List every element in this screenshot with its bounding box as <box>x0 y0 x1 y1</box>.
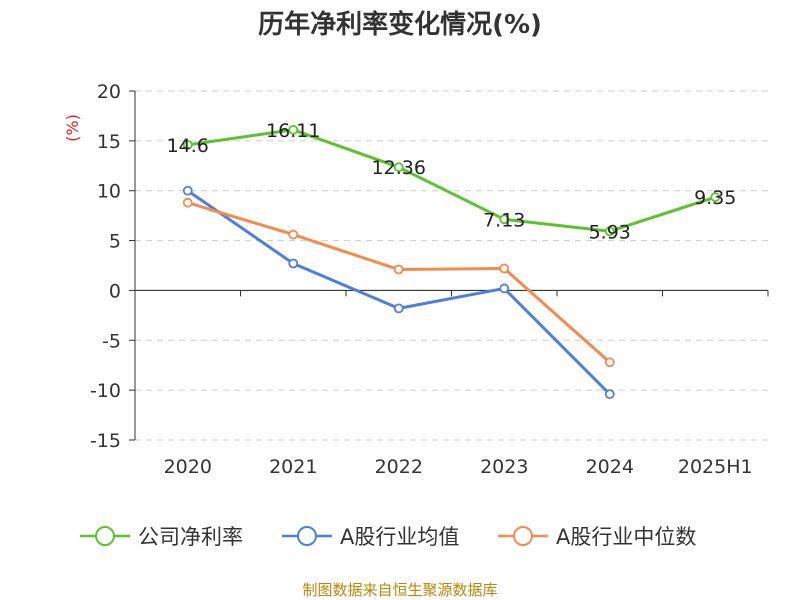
series-1-point-1 <box>288 258 299 269</box>
x-axis-ticks: 2020 2021 2022 2023 2024 2025H1 <box>164 456 753 478</box>
series-1-point-4 <box>604 389 615 400</box>
data-label-2: 12.36 <box>372 157 426 179</box>
legend-marker-2 <box>513 526 533 546</box>
series-line-2 <box>187 201 611 364</box>
y-tick-label-2: 10 <box>97 181 121 203</box>
x-tick-label-0: 2020 <box>164 456 212 478</box>
series-0-point-1 <box>288 124 299 135</box>
y-tick-label-3: 5 <box>109 231 121 253</box>
series-2-point-2 <box>393 264 404 275</box>
series-0-point-4 <box>604 226 615 237</box>
data-label-3: 7.13 <box>483 209 525 231</box>
series-1-point-0 <box>182 185 193 196</box>
x-tick-label-4: 2024 <box>586 456 634 478</box>
source-note: 制图数据来自恒生聚源数据库 <box>302 581 497 599</box>
series-0-point-5 <box>710 192 721 203</box>
data-label-5: 9.35 <box>694 187 736 209</box>
series-2-point-4 <box>604 357 615 368</box>
y-tick-label-7: -15 <box>90 430 121 452</box>
y-tick-label-4: 0 <box>109 280 121 302</box>
y-axis-unit-label: (%) <box>63 114 82 142</box>
data-labels: 14.6 16.11 12.36 7.13 5.93 9.35 <box>167 120 737 244</box>
data-label-4: 5.93 <box>589 221 631 243</box>
grid-lines <box>135 90 768 441</box>
y-tick-label-1: 15 <box>97 131 121 153</box>
legend-marker-0 <box>95 526 115 546</box>
series-2-point-0 <box>182 197 193 208</box>
legend-label-1: A股行业均值 <box>340 525 459 549</box>
series-2-point-1 <box>288 229 299 240</box>
x-tick-label-5: 2025H1 <box>678 456 753 478</box>
y-axis-ticks: 20 15 10 5 0 -5 -10 -15 <box>90 81 135 452</box>
series-0-point-3 <box>499 214 510 225</box>
legend-label-0: 公司净利率 <box>138 525 243 549</box>
data-label-0: 14.6 <box>167 135 209 157</box>
series-1-point-2 <box>393 303 404 314</box>
x-tick-label-2: 2022 <box>375 456 423 478</box>
series-1-point-3 <box>499 283 510 294</box>
series-2-point-3 <box>499 263 510 274</box>
axes <box>134 91 769 440</box>
legend: 公司净利率 A股行业均值 A股行业中位数 <box>80 525 696 549</box>
series-0-point-0 <box>182 139 193 150</box>
series-0-point-2 <box>393 162 404 173</box>
x-tick-label-3: 2023 <box>480 456 528 478</box>
legend-label-2: A股行业中位数 <box>556 525 696 549</box>
chart-title: 历年净利率变化情况(%) <box>258 9 542 40</box>
legend-marker-1 <box>297 526 317 546</box>
series-line-0 <box>187 128 716 233</box>
y-tick-label-5: -5 <box>102 330 121 352</box>
series-group <box>182 124 721 400</box>
y-tick-label-0: 20 <box>97 81 121 103</box>
y-tick-label-6: -10 <box>90 380 121 402</box>
x-tick-label-1: 2021 <box>269 456 317 478</box>
data-label-1: 16.11 <box>266 120 320 142</box>
